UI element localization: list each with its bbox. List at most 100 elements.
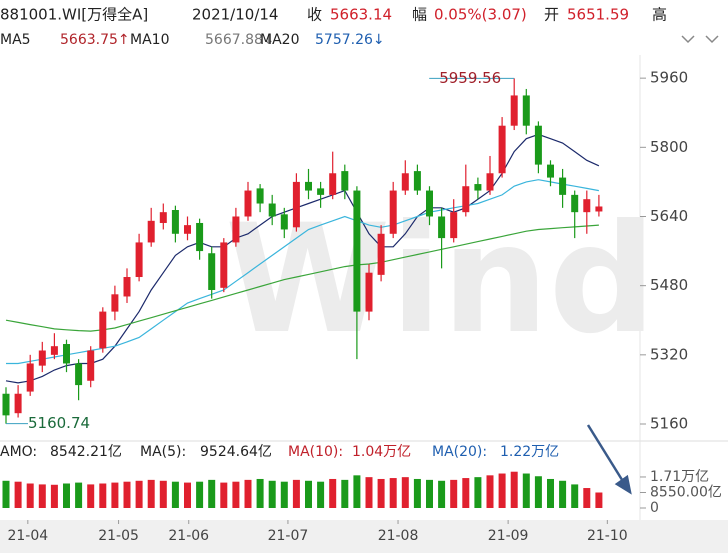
candle-body [38,350,46,366]
ma-line [5,133,600,384]
y-tick-label: 5160 [650,415,688,433]
header-open-label: 开 [544,6,559,24]
candle-body [232,216,240,243]
candle-body [438,216,446,239]
candle-body [534,125,542,165]
volume-bar [438,480,446,508]
candle-body [220,242,228,288]
volume-bar [2,480,10,508]
arrow-head [614,474,632,495]
volume-bar [159,480,167,508]
y-tick-label: 5480 [650,276,688,294]
candle-body [389,190,397,234]
candle-body [135,242,143,278]
arrow-shaft [586,424,626,484]
candle-body [365,272,373,312]
header-change: 0.05%(3.07) [434,6,527,24]
amo-legend-label: MA(20): [432,444,487,460]
amo-legend-label: AMO: [0,444,37,460]
annotation-label: 5959.56 [439,69,501,87]
dropdown-icon[interactable] [705,35,719,44]
header-high-label: 高 [652,6,667,24]
x-tick-label: 21-09 [488,528,529,544]
volume-bar [208,479,216,508]
volume-bar [353,475,361,508]
x-tick-label: 21-07 [268,528,309,544]
candle-body [26,363,34,392]
ma-legend-label: MA10 [130,32,169,48]
candle-body [208,253,216,290]
volume-bar [401,477,409,508]
volume-bar [534,476,542,508]
ma-legend-value: 5667.88↓ [205,32,275,48]
volume-bar [147,479,155,508]
volume-bar [292,479,300,508]
volume-bar [498,473,506,508]
volume-bar [232,481,240,508]
ma-legend-label: MA20 [260,32,299,48]
amo-legend-label: MA(5): [140,444,186,460]
candle-body [256,188,264,204]
candle-body [14,393,22,414]
volume-bar [389,478,397,508]
candle-body [171,210,179,234]
amo-legend-value: 1.04万亿 [352,444,411,460]
volume-bar [50,484,58,508]
header-close-label: 收 [307,6,322,24]
volume-bar [26,483,34,508]
volume-bar [583,488,591,508]
volume-bar [341,479,349,508]
arrow [586,424,632,495]
volume-bar [244,479,252,508]
volume-bar [87,484,95,508]
annotation-label: 5160.74 [28,414,90,432]
volume-bar [111,482,119,508]
candle-body [268,203,276,217]
candle-body [522,95,530,126]
volume-bar [123,481,131,508]
volume-bar [99,483,107,508]
y-tick-label: 5320 [650,345,688,363]
amo-legend-label: MA(10): [288,444,343,460]
header-open: 5651.59 [567,6,629,24]
candle-body [147,220,155,243]
candle-body [111,294,119,312]
volume-bar [305,480,312,508]
candle-body [450,212,458,239]
candle-body [63,344,70,364]
volume-bar [571,484,579,508]
volume-bar [171,481,179,508]
header-close: 5663.14 [330,6,392,24]
dropdowns[interactable] [681,35,719,44]
dropdown-icon[interactable] [681,35,695,44]
volume-bar [75,482,83,508]
volume-bar [317,481,325,508]
candle-body [280,214,288,230]
volume-bar [365,477,373,508]
candle-body [401,173,409,191]
volume-bar [184,482,191,508]
candle-body [244,190,252,217]
volume-bar [522,473,530,508]
volume-bar [510,471,518,508]
candle-body [426,190,433,217]
candle-body [2,393,10,416]
volume-bar [462,478,470,508]
volume-bar [486,475,494,508]
candle-body [50,346,58,355]
volume-bar [329,478,337,508]
candle-body [510,95,518,126]
candle-body [462,186,470,213]
candle-body [486,173,494,191]
volume-tick-label: 1.71万亿 [650,469,709,485]
amo-legend-value: 1.22万亿 [500,444,559,460]
volume-bar [474,477,482,508]
volume-bar [413,478,421,508]
y-tick-label: 5800 [650,138,688,156]
x-tick-label: 21-06 [168,528,209,544]
candle-body [329,173,337,195]
candle-body [305,181,312,191]
volume-bar [450,479,458,508]
volume-bar [547,478,554,508]
